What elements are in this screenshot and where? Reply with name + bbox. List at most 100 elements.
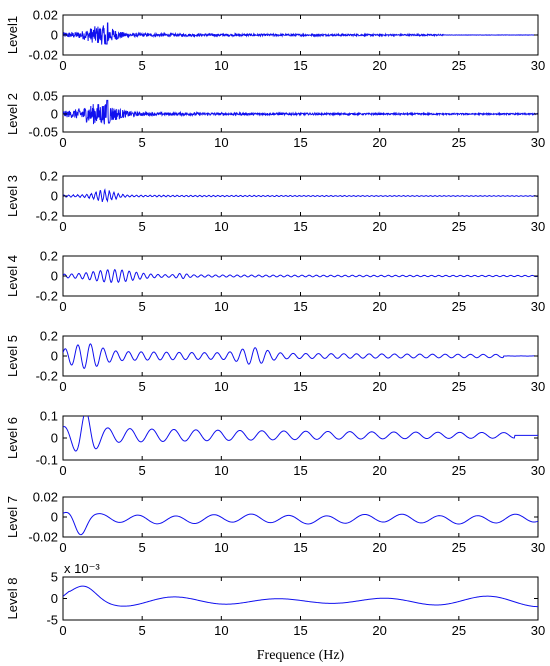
- series-line: [63, 585, 538, 608]
- y-tick-label: 0.2: [40, 329, 58, 344]
- y-tick-label: -0.2: [36, 289, 58, 304]
- x-tick-label: 10: [214, 219, 228, 234]
- x-tick-label: 25: [452, 623, 466, 638]
- x-tick-label: 30: [531, 58, 545, 73]
- x-tick-label: 20: [372, 58, 386, 73]
- y-axis-label: Level 4: [5, 255, 20, 297]
- series-line: [63, 511, 538, 536]
- y-axis-label: Level 7: [5, 496, 20, 538]
- x-tick-label: 10: [214, 135, 228, 150]
- y-tick-label: 0.2: [40, 249, 58, 264]
- y-axis-label: Level 5: [5, 335, 20, 377]
- x-tick-label: 10: [214, 299, 228, 314]
- x-tick-label: 20: [372, 135, 386, 150]
- x-tick-label: 10: [214, 379, 228, 394]
- y-tick-label: 0.05: [33, 89, 58, 104]
- x-tick-label: 30: [531, 219, 545, 234]
- x-tick-label: 15: [293, 135, 307, 150]
- x-tick-label: 0: [59, 379, 66, 394]
- x-tick-label: 5: [139, 219, 146, 234]
- y-tick-label: 0: [51, 189, 58, 204]
- x-tick-label: 20: [372, 219, 386, 234]
- x-tick-label: 20: [372, 623, 386, 638]
- x-tick-label: 15: [293, 299, 307, 314]
- x-tick-label: 30: [531, 623, 545, 638]
- series-line: [63, 99, 538, 125]
- y-tick-label: -0.2: [36, 369, 58, 384]
- x-tick-label: 5: [139, 540, 146, 555]
- x-tick-label: 10: [214, 623, 228, 638]
- plot-frame: [62, 415, 539, 461]
- x-tick-label: 0: [59, 463, 66, 478]
- x-tick-label: 15: [293, 540, 307, 555]
- plot-frame: [62, 496, 539, 538]
- x-tick-label: 30: [531, 540, 545, 555]
- y-tick-label: -5: [46, 613, 58, 628]
- y-axis-label: Level1: [5, 16, 20, 54]
- x-tick-label: 5: [139, 58, 146, 73]
- y-tick-label: 0.02: [33, 490, 58, 505]
- y-tick-label: 0: [51, 591, 58, 606]
- x-tick-label: 10: [214, 540, 228, 555]
- x-tick-label: 25: [452, 58, 466, 73]
- x-tick-label: 30: [531, 463, 545, 478]
- series-line: [63, 343, 538, 370]
- x-tick-label: 20: [372, 463, 386, 478]
- y-tick-label: 0: [51, 431, 58, 446]
- x-tick-label: 25: [452, 299, 466, 314]
- x-tick-label: 0: [59, 219, 66, 234]
- y-tick-label: 0: [51, 510, 58, 525]
- y-tick-label: 0: [51, 28, 58, 43]
- x-tick-label: 30: [531, 299, 545, 314]
- x-axis-label: Frequence (Hz): [257, 648, 345, 663]
- y-tick-label: -0.02: [28, 530, 58, 545]
- x-tick-label: 0: [59, 135, 66, 150]
- y-tick-label: 0: [51, 349, 58, 364]
- x-tick-label: 20: [372, 540, 386, 555]
- y-axis-label: Level 2: [5, 93, 20, 135]
- x-tick-label: 30: [531, 379, 545, 394]
- x-tick-label: 15: [293, 623, 307, 638]
- x-tick-label: 0: [59, 540, 66, 555]
- y-axis-label: Level 6: [5, 417, 20, 459]
- x-tick-label: 5: [139, 299, 146, 314]
- x-tick-label: 0: [59, 623, 66, 638]
- x-tick-label: 5: [139, 379, 146, 394]
- x-tick-label: 25: [452, 379, 466, 394]
- x-tick-label: 0: [59, 299, 66, 314]
- x-tick-label: 25: [452, 135, 466, 150]
- x-tick-label: 25: [452, 463, 466, 478]
- y-tick-label: -0.05: [28, 125, 58, 140]
- y-tick-label: -0.2: [36, 209, 58, 224]
- y-tick-label: 0: [51, 269, 58, 284]
- y-tick-label: 0: [51, 107, 58, 122]
- x-tick-label: 20: [372, 299, 386, 314]
- series-line: [63, 188, 538, 203]
- x-tick-label: 5: [139, 623, 146, 638]
- plot-frame: [62, 576, 539, 621]
- y-axis-label: Level 8: [5, 578, 20, 620]
- x-tick-label: 15: [293, 58, 307, 73]
- x-tick-label: 25: [452, 540, 466, 555]
- y-tick-label: 0.1: [40, 409, 58, 424]
- x-tick-label: 15: [293, 379, 307, 394]
- y-tick-label: 0.02: [33, 8, 58, 23]
- x-tick-label: 30: [531, 135, 545, 150]
- x-tick-label: 25: [452, 219, 466, 234]
- x-tick-label: 20: [372, 379, 386, 394]
- series-line: [63, 416, 538, 452]
- y-tick-label: 5: [51, 570, 58, 585]
- y-exponent-label: x 10⁻³: [64, 561, 100, 576]
- x-tick-label: 15: [293, 219, 307, 234]
- series-line: [63, 22, 538, 45]
- y-tick-label: 0.2: [40, 169, 58, 184]
